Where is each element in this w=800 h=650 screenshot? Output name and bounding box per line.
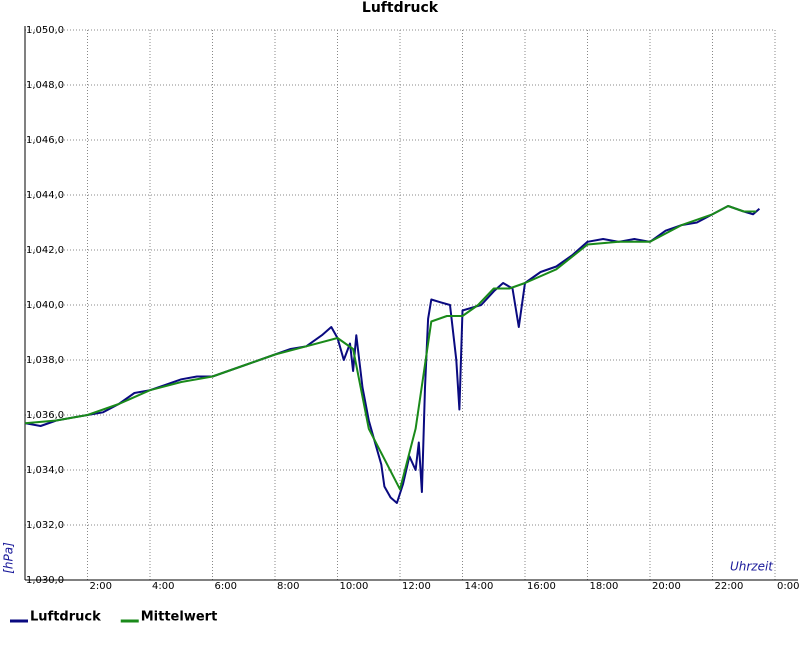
x-tick-label: 22:00: [715, 581, 744, 592]
y-tick-label: 1,042,0: [26, 245, 64, 256]
series-line: [24, 205, 761, 504]
x-tick-label: 4:00: [152, 581, 174, 592]
x-tick-label: 10:00: [340, 581, 369, 592]
y-tick-label: 1,030,0: [26, 575, 64, 586]
y-tick-label: 1,032,0: [26, 520, 64, 531]
x-tick-label: 16:00: [527, 581, 556, 592]
y-tick-label: 1,046,0: [26, 135, 64, 146]
y-tick-label: 1,048,0: [26, 80, 64, 91]
x-tick-label: 0:00: [777, 581, 799, 592]
legend-label: Mittelwert: [141, 610, 218, 625]
y-tick-label: 1,044,0: [26, 190, 64, 201]
chart-title: Luftdruck: [362, 0, 439, 16]
x-tick-label: 8:00: [277, 581, 299, 592]
x-tick-label: 2:00: [90, 581, 112, 592]
x-tick-label: 20:00: [652, 581, 681, 592]
legend-label: Luftdruck: [30, 610, 101, 625]
x-axis-label: Uhrzeit: [730, 560, 774, 574]
y-tick-label: 1,038,0: [26, 355, 64, 366]
x-tick-label: 12:00: [402, 581, 431, 592]
y-tick-label: 1,050,0: [26, 25, 64, 36]
x-tick-label: 6:00: [215, 581, 237, 592]
x-tick-label: 14:00: [465, 581, 494, 592]
y-tick-label: 1,034,0: [26, 465, 64, 476]
x-tick-label: 18:00: [590, 581, 619, 592]
y-tick-label: 1,040,0: [26, 300, 64, 311]
series-line: [24, 205, 757, 491]
y-tick-label: 1,036,0: [26, 410, 64, 421]
y-axis-label: [hPa]: [2, 542, 16, 574]
